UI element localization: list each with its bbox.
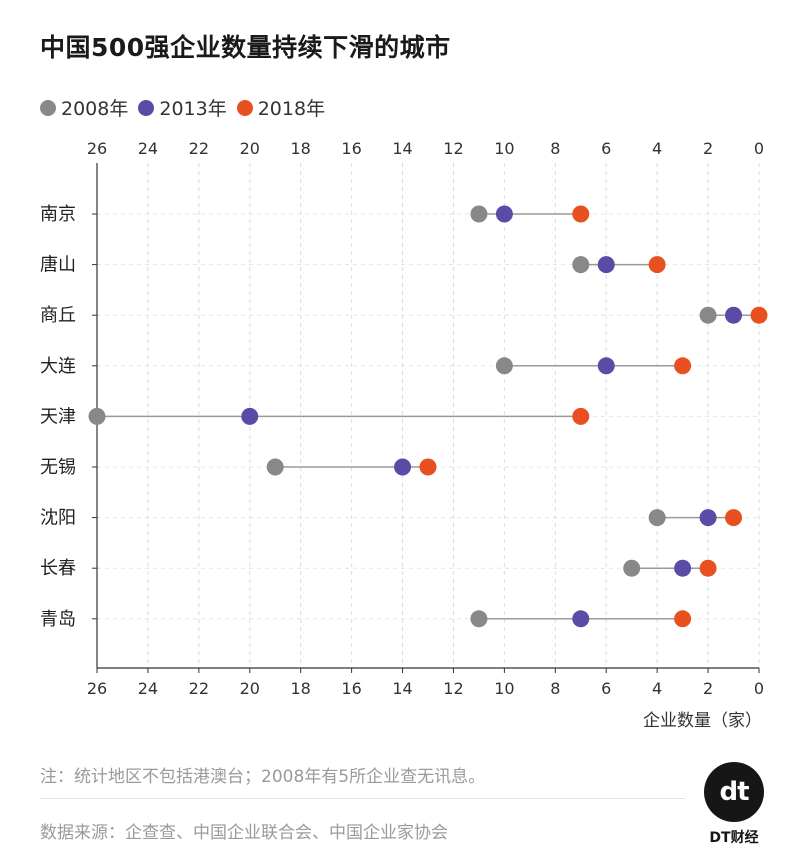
category-label: 南京	[40, 204, 76, 225]
data-source: 数据来源：企查查、中国企业联合会、中国企业家协会	[40, 823, 448, 843]
x-tick-label-bottom: 14	[392, 679, 412, 698]
x-tick-label-top: 24	[138, 139, 158, 158]
dt-logo-icon: dt	[704, 762, 764, 822]
legend-dot-2013	[138, 99, 155, 116]
x-tick-label-top: 10	[494, 139, 514, 158]
footnote: 注：统计地区不包括港澳台；2008年有5所企业查无讯息。	[40, 767, 486, 787]
legend-item-2018: 2018年	[236, 94, 326, 121]
x-tick-label-bottom: 18	[291, 679, 311, 698]
x-tick-label-top: 20	[240, 139, 260, 158]
x-tick-label-bottom: 26	[87, 679, 107, 698]
x-tick-label-top: 2	[703, 139, 713, 158]
divider	[40, 798, 685, 799]
data-point-2018	[750, 306, 768, 324]
data-point-2008	[623, 559, 641, 577]
legend-dot-2018	[236, 99, 253, 116]
legend-label-2008: 2008年	[61, 98, 129, 120]
chart-title: 中国500强企业数量持续下滑的城市	[40, 33, 451, 62]
legend-label-2018: 2018年	[257, 98, 326, 120]
legend-label-2013: 2013年	[159, 98, 227, 120]
data-point-2008	[470, 205, 488, 223]
legend: 2008年 2013年 2018年	[40, 94, 325, 121]
data-point-2008	[699, 306, 717, 324]
data-point-2018	[674, 357, 692, 375]
dt-logo-text: DT财经	[709, 830, 759, 846]
data-point-2013	[674, 559, 692, 577]
data-point-2008	[266, 458, 284, 476]
category-label: 无锡	[40, 457, 76, 478]
x-tick-label-top: 14	[392, 139, 412, 158]
data-point-2013	[572, 610, 590, 628]
x-tick-label-top: 22	[189, 139, 209, 158]
x-tick-label-bottom: 22	[189, 679, 209, 698]
data-point-2013	[495, 205, 513, 223]
data-point-2013	[241, 407, 259, 425]
data-point-2018	[699, 559, 717, 577]
category-label: 长春	[40, 558, 76, 579]
category-label: 大连	[40, 356, 76, 377]
data-point-2018	[648, 256, 666, 274]
data-point-2018	[572, 205, 590, 223]
x-tick-label-top: 26	[87, 139, 107, 158]
category-label: 商丘	[40, 305, 76, 326]
data-point-2018	[674, 610, 692, 628]
data-point-2013	[597, 256, 615, 274]
x-tick-label-top: 6	[601, 139, 611, 158]
x-tick-label-bottom: 6	[601, 679, 611, 698]
x-tick-label-top: 4	[652, 139, 662, 158]
x-tick-label-top: 8	[550, 139, 560, 158]
data-point-2018	[419, 458, 437, 476]
data-point-2018	[572, 407, 590, 425]
x-tick-label-bottom: 2	[703, 679, 713, 698]
category-label: 沈阳	[40, 508, 76, 529]
legend-dot-2008	[40, 99, 56, 116]
x-tick-label-bottom: 24	[138, 679, 158, 698]
x-tick-label-bottom: 20	[240, 679, 260, 698]
category-label: 天津	[40, 406, 76, 427]
x-tick-label-top: 0	[754, 139, 764, 158]
category-label: 唐山	[40, 255, 76, 276]
data-point-2008	[572, 256, 590, 274]
data-point-2008	[88, 407, 106, 425]
x-axis-label: 企业数量（家）	[643, 711, 762, 731]
legend-item-2013: 2013年	[138, 94, 227, 121]
data-point-2018	[725, 509, 743, 527]
data-point-2008	[495, 357, 513, 375]
x-tick-label-bottom: 16	[341, 679, 361, 698]
x-tick-label-top: 12	[443, 139, 463, 158]
x-tick-label-top: 18	[291, 139, 311, 158]
data-point-2008	[648, 509, 666, 527]
data-point-2008	[470, 610, 488, 628]
x-tick-label-bottom: 12	[443, 679, 463, 698]
data-point-2013	[725, 306, 743, 324]
legend-item-2008: 2008年	[40, 94, 128, 121]
x-tick-label-bottom: 10	[494, 679, 514, 698]
x-tick-label-top: 16	[341, 139, 361, 158]
data-point-2013	[699, 509, 717, 527]
category-label: 青岛	[40, 609, 76, 630]
x-tick-label-bottom: 0	[754, 679, 764, 698]
data-point-2013	[394, 458, 412, 476]
x-tick-label-bottom: 4	[652, 679, 662, 698]
data-point-2013	[597, 357, 615, 375]
x-tick-label-bottom: 8	[550, 679, 560, 698]
